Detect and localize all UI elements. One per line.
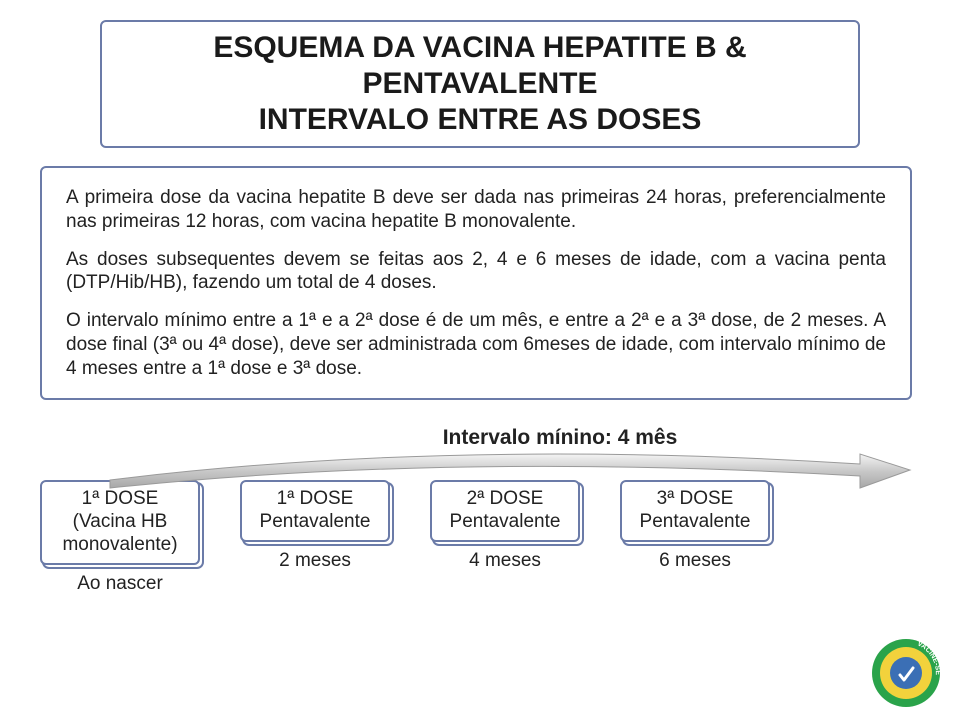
dose-4-label-2: Pentavalente <box>636 511 754 534</box>
dose-col-2: 1ª DOSE Pentavalente 2 meses <box>240 480 390 572</box>
title-panel: ESQUEMA DA VACINA HEPATITE B & PENTAVALE… <box>100 20 860 148</box>
dose-1-label-3: monovalente) <box>56 534 184 557</box>
dose-4-time: 6 meses <box>620 550 770 572</box>
dose-col-4: 3ª DOSE Pentavalente 6 meses <box>620 480 770 572</box>
paragraph-2: As doses subsequentes devem se feitas ao… <box>66 248 886 296</box>
interval-arrow <box>100 444 920 484</box>
paragraph-1: A primeira dose da vacina hepatite B dev… <box>66 186 886 234</box>
dose-3-time: 4 meses <box>430 550 580 572</box>
dose-1-time: Ao nascer <box>40 573 200 595</box>
title-line-2: PENTAVALENTE <box>122 66 838 102</box>
paragraph-3: O intervalo mínimo entre a 1ª e a 2ª dos… <box>66 309 886 380</box>
dose-1-label-2: (Vacina HB <box>56 511 184 534</box>
vacine-se-logo-icon: VACINE-SE <box>870 637 942 709</box>
dose-2-label-2: Pentavalente <box>256 511 374 534</box>
dose-2-time: 2 meses <box>240 550 390 572</box>
dose-col-1: 1ª DOSE (Vacina HB monovalente) Ao nasce… <box>40 480 200 594</box>
title-line-1: ESQUEMA DA VACINA HEPATITE B & <box>122 30 838 66</box>
dose-timeline: 1ª DOSE (Vacina HB monovalente) Ao nasce… <box>40 480 920 594</box>
title-line-3: INTERVALO ENTRE AS DOSES <box>122 102 838 138</box>
body-text-panel: A primeira dose da vacina hepatite B dev… <box>40 166 912 400</box>
dose-box-1: 1ª DOSE (Vacina HB monovalente) <box>40 480 200 564</box>
dose-3-label-2: Pentavalente <box>446 511 564 534</box>
dose-col-3: 2ª DOSE Pentavalente 4 meses <box>430 480 580 572</box>
